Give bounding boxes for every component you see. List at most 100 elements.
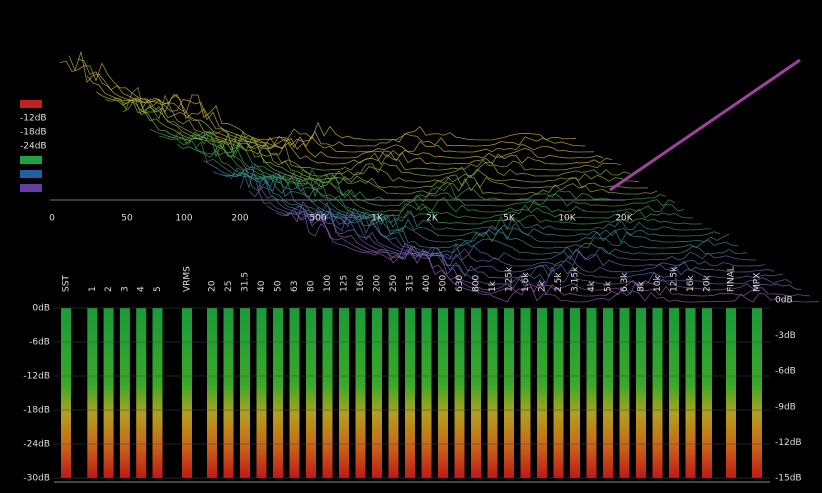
channel-label: 2	[104, 286, 114, 292]
left-scale-label: -6dB	[29, 338, 50, 348]
waterfall-trace	[203, 160, 721, 237]
meter-bar	[372, 308, 382, 478]
meter-bar	[421, 308, 432, 478]
channel-label: 1.6k	[521, 272, 531, 292]
waterfall-trace	[149, 128, 667, 201]
left-scale-label: -24dB	[23, 440, 50, 450]
meter-bar	[726, 308, 736, 478]
waterfall-trace	[266, 201, 784, 279]
db-label: -24dB	[20, 142, 47, 152]
channel-label: 315	[406, 275, 416, 292]
waterfall-trace	[257, 189, 775, 273]
channel-label: 6.3k	[620, 272, 630, 292]
freq-label: 500	[309, 214, 326, 224]
meter-bar	[471, 308, 481, 478]
right-scale-label: -12dB	[775, 438, 802, 448]
channel-label: 12.5k	[670, 266, 680, 292]
channel-label: 25	[224, 281, 234, 292]
waterfall-trace	[68, 50, 586, 147]
freq-label: 100	[175, 214, 192, 224]
left-scale-label: -18dB	[23, 406, 50, 416]
color-key	[20, 100, 42, 108]
channel-label: 63	[290, 281, 300, 292]
meter-bar	[388, 308, 399, 478]
meter-bar	[619, 308, 630, 478]
left-scale-label: -12dB	[23, 372, 50, 382]
waterfall-trace	[167, 130, 685, 213]
channel-label: 2k	[538, 280, 548, 292]
right-scale-label: -3dB	[775, 331, 796, 341]
meter-bar	[136, 308, 147, 478]
db-label: -12dB	[20, 114, 47, 124]
waterfall-trace	[95, 91, 613, 165]
waterfall-trace	[59, 60, 577, 141]
freq-label: 10K	[558, 214, 576, 224]
left-scale-label: 0dB	[32, 304, 50, 314]
channel-label: 20	[208, 280, 218, 292]
waterfall-trace	[194, 141, 712, 231]
freq-label: 200	[231, 214, 248, 224]
meter-bar	[504, 308, 514, 478]
color-key	[20, 156, 42, 164]
meter-bar	[207, 308, 217, 478]
meter-bar	[103, 308, 114, 478]
meter-bar	[273, 308, 283, 478]
meter-bar	[520, 308, 531, 478]
freq-label: 1K	[371, 214, 384, 224]
channel-label: 1k	[488, 280, 498, 292]
channel-label: 1.25k	[505, 266, 515, 292]
meter-bar	[339, 308, 349, 478]
channel-label: 8k	[637, 280, 647, 292]
channel-label: 5	[153, 286, 163, 292]
meter-bar	[61, 308, 71, 478]
waterfall-trace	[221, 167, 739, 249]
channel-label: 4k	[587, 280, 597, 292]
meter-bar	[405, 308, 415, 478]
right-scale-label: 0dB	[775, 296, 793, 306]
meter-bar	[570, 308, 580, 478]
meter-bar	[289, 308, 300, 478]
meter-bar	[119, 308, 130, 478]
freq-label: 2K	[426, 214, 439, 224]
waterfall-trace	[302, 207, 820, 303]
waterfall-trace	[140, 110, 658, 195]
db-label: -18dB	[20, 128, 47, 138]
meter-bar	[438, 308, 448, 478]
meter-bar	[223, 308, 234, 478]
channel-label: 80	[307, 280, 317, 292]
meter-bar	[652, 308, 663, 478]
waterfall-trace	[77, 59, 595, 153]
meter-bar	[182, 308, 192, 478]
right-scale-label: -9dB	[775, 402, 796, 412]
channel-label: 250	[389, 275, 399, 292]
channel-label: 1	[88, 286, 98, 292]
meter-bar	[306, 308, 316, 478]
meter-bar	[322, 308, 333, 478]
meter-bar	[454, 308, 465, 478]
channel-label: MPX	[753, 273, 763, 292]
right-scale-label: -15dB	[775, 474, 802, 484]
labels: -12dB -18dB -24dB 0 50 100 200 500 1K 2K 5K 10K 20K S…	[20, 100, 802, 484]
meter-bar	[355, 308, 366, 478]
channel-label: 5k	[604, 280, 614, 292]
meter-bar	[87, 308, 98, 478]
freq-label: 20K	[615, 214, 633, 224]
channel-label: SST	[62, 275, 72, 292]
channel-label: 4	[137, 286, 147, 292]
channel-label: 200	[373, 275, 383, 292]
waterfall-trace	[275, 207, 793, 285]
waterfall-trace	[122, 97, 640, 183]
channel-label: 400	[422, 275, 432, 292]
color-key	[20, 184, 42, 192]
meter-bar	[702, 308, 712, 478]
meter-bar	[553, 308, 564, 478]
waterfall-trace	[104, 94, 622, 171]
freq-label: 0	[49, 214, 55, 224]
channel-label: VRMS	[183, 266, 193, 292]
channel-label: 500	[439, 275, 449, 292]
meter-bar	[586, 308, 597, 478]
channel-label: FINAL	[727, 266, 737, 292]
channel-label: 31.5	[241, 272, 251, 292]
waterfall-trace	[86, 75, 604, 159]
meter-bar	[152, 308, 163, 478]
